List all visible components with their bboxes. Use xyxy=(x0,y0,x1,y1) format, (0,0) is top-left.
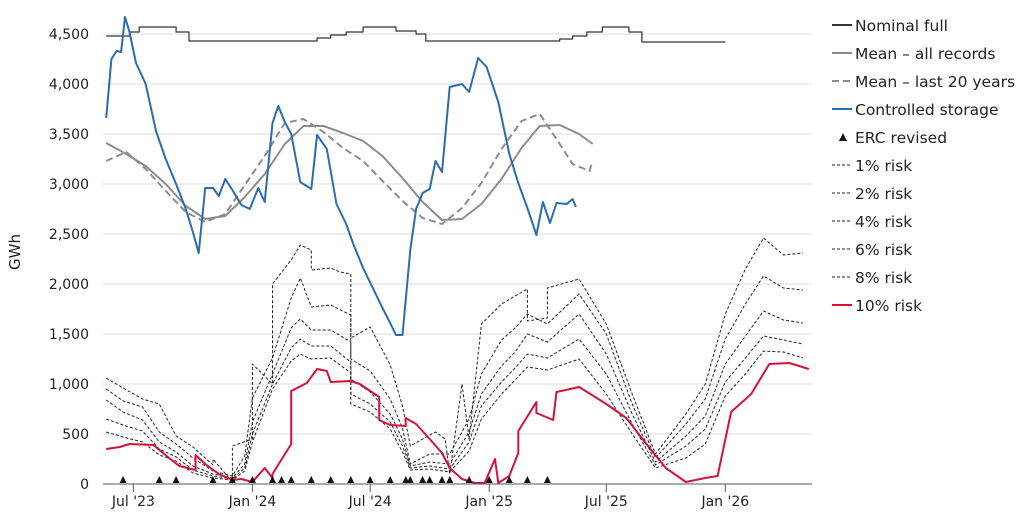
legend-label: 4% risk xyxy=(855,213,912,231)
erc-revised-marker xyxy=(386,476,394,483)
legend-label: Mean – all records xyxy=(855,45,995,63)
grid-layer xyxy=(103,33,812,435)
x-tick-label: Jul '24 xyxy=(348,494,392,510)
series-line-10-risk xyxy=(106,362,810,484)
legend-item: 2% risk xyxy=(832,185,912,203)
y-tick-label: 1,000 xyxy=(49,377,89,393)
legend-label: 6% risk xyxy=(855,241,912,259)
legend-label: 8% risk xyxy=(855,269,912,287)
erc-revised-marker xyxy=(347,476,355,483)
erc-revised-marker xyxy=(402,476,410,483)
series-line-mean-all xyxy=(105,124,594,221)
series-line-controlled xyxy=(105,16,577,336)
erc-revised-marker xyxy=(209,476,217,483)
erc-revised-marker xyxy=(119,476,127,483)
legend-label: 1% risk xyxy=(855,157,912,175)
y-tick-label: 3,500 xyxy=(49,127,89,143)
y-tick-label: 0 xyxy=(80,477,89,493)
y-tick-label: 2,000 xyxy=(49,277,89,293)
legend-item: 1% risk xyxy=(832,157,912,175)
erc-revised-marker xyxy=(446,476,454,483)
legend-label: Mean – last 20 years xyxy=(855,73,1015,91)
erc-revised-marker xyxy=(307,476,315,483)
erc-revised-marker xyxy=(438,476,446,483)
series-line-1-risk xyxy=(105,237,803,483)
legend-item: 4% risk xyxy=(832,213,912,231)
erc-revised-marker xyxy=(406,476,414,483)
y-tick-label: 4,000 xyxy=(49,77,89,93)
erc-revised-marker xyxy=(278,476,286,483)
legend-item: 6% risk xyxy=(832,241,912,259)
erc-revised-marker xyxy=(268,476,276,483)
x-tick-label: Jan '26 xyxy=(700,494,749,510)
legend-item: Mean – all records xyxy=(832,45,995,63)
legend-label: 10% risk xyxy=(855,297,922,315)
erc-revised-marker xyxy=(485,476,493,483)
erc-revised-marker xyxy=(172,476,180,483)
series-layer xyxy=(105,16,810,484)
erc-revised-marker xyxy=(523,476,531,483)
legend-item: Mean – last 20 years xyxy=(832,73,1015,91)
legend-item: Nominal full xyxy=(832,17,948,35)
y-axis-title: GWh xyxy=(6,234,24,270)
erc-revised-marker xyxy=(155,476,163,483)
legend-label: ERC revised xyxy=(855,129,947,147)
erc-revised-marker xyxy=(465,476,473,483)
series-line-2-risk xyxy=(105,275,803,477)
erc-revised-marker xyxy=(543,476,551,483)
erc-revised-marker xyxy=(366,476,374,483)
legend-item: 8% risk xyxy=(832,269,912,287)
x-tick-label: Jul '23 xyxy=(111,494,155,510)
legend-item: ERC revised xyxy=(839,129,947,147)
erc-revised-marker xyxy=(505,476,513,483)
erc-revised-marker xyxy=(248,476,256,483)
y-tick-label: 1,500 xyxy=(49,327,89,343)
series-line-mean-20 xyxy=(105,113,594,225)
erc-revised-marker xyxy=(287,476,295,483)
erc-revised-marker xyxy=(426,476,434,483)
series-line-8-risk xyxy=(106,350,804,481)
erc-revised-marker xyxy=(327,476,335,483)
legend: Nominal full Mean – all records Mean – las… xyxy=(832,17,1015,315)
legend-item: Controlled storage xyxy=(832,101,999,119)
legend-label: Nominal full xyxy=(855,17,948,35)
legend-label: Controlled storage xyxy=(855,101,999,119)
marker-layer xyxy=(119,476,551,483)
x-tick-label: Jan '24 xyxy=(228,494,277,510)
legend-label: 2% risk xyxy=(855,185,912,203)
y-tick-label: 3,000 xyxy=(49,177,89,193)
legend-item: 10% risk xyxy=(832,297,922,315)
series-line-nominal xyxy=(106,26,726,43)
series-line-4-risk xyxy=(105,310,803,479)
x-tick-label: Jul '25 xyxy=(584,494,628,510)
y-tick-label: 500 xyxy=(62,427,89,443)
erc-revised-marker xyxy=(228,476,236,483)
axis-layer: 0 500 1,000 1,500 2,000 2,500 3,000 3,500 4,000 4… xyxy=(49,27,812,510)
legend-marker-triangle xyxy=(839,133,847,141)
y-tick-label: 2,500 xyxy=(49,227,89,243)
y-tick-label: 4,500 xyxy=(49,27,89,43)
erc-revised-marker xyxy=(419,476,427,483)
x-tick-label: Jan '25 xyxy=(464,494,513,510)
